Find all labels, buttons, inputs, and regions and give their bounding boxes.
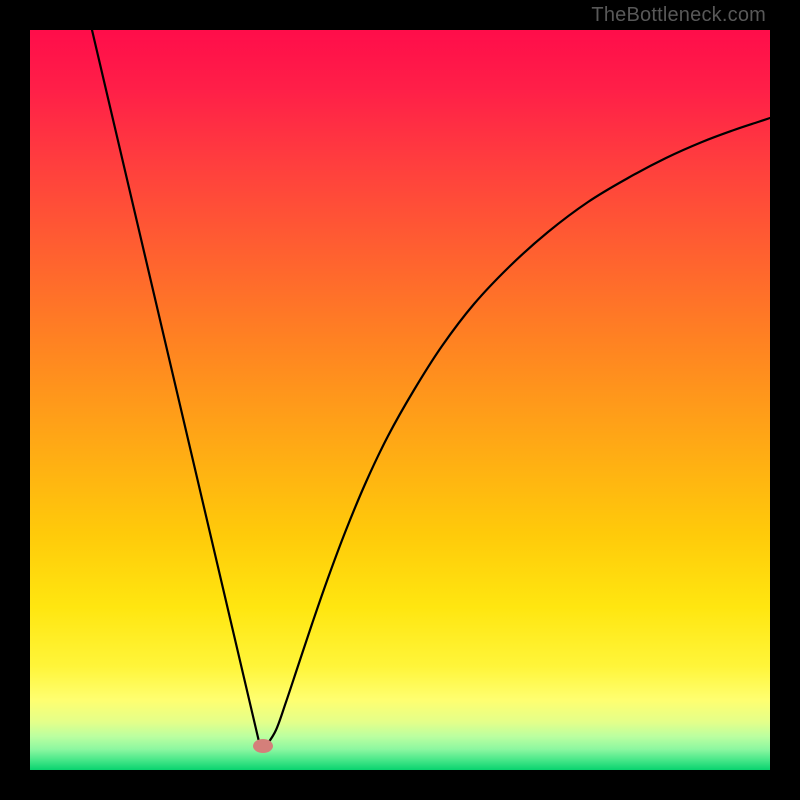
curve-layer <box>30 30 770 770</box>
plot-area <box>30 30 770 770</box>
chart-frame: TheBottleneck.com <box>0 0 800 800</box>
watermark-text: TheBottleneck.com <box>591 4 766 27</box>
minimum-marker <box>253 739 273 753</box>
bottleneck-curve <box>92 30 770 746</box>
